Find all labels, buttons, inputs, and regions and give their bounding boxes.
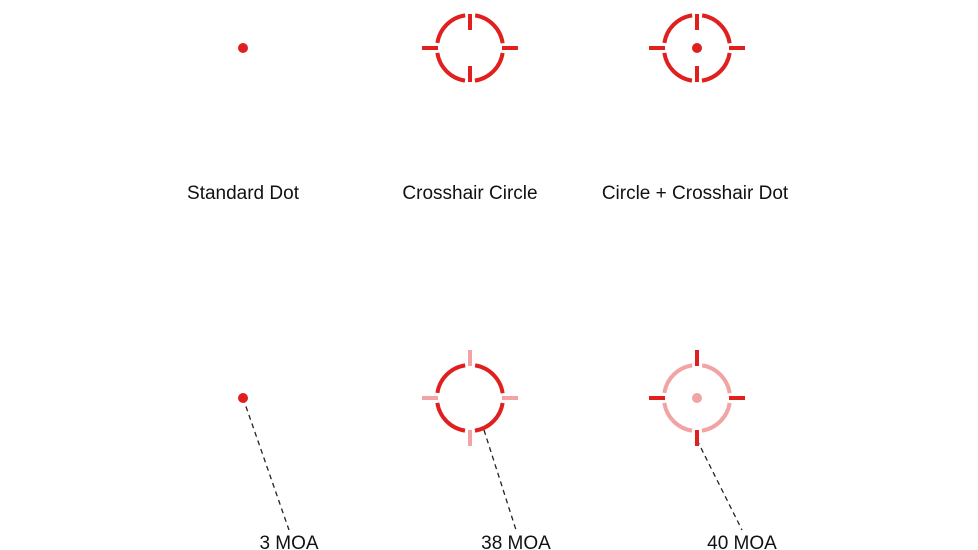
leader-line [242,397,290,531]
size-label: 3 MOA [259,533,318,550]
circle-crosshair-dot [649,13,745,83]
leader-line [483,429,517,531]
circle-crosshair-dot-highlight [649,350,745,446]
leader-line [696,439,743,531]
reticle-label: Standard Dot [187,183,300,204]
crosshair-circle [422,13,518,83]
ring [435,363,505,433]
reticle-label: Circle + Crosshair Dot [602,183,789,204]
dot [692,43,702,53]
dot [692,393,702,403]
dot [238,393,248,403]
crosshair-circle-highlight [422,350,518,446]
reticle-label: Crosshair Circle [402,183,537,204]
size-label: 40 MOA [707,533,777,550]
dot [238,43,248,53]
size-label: 38 MOA [481,533,551,550]
